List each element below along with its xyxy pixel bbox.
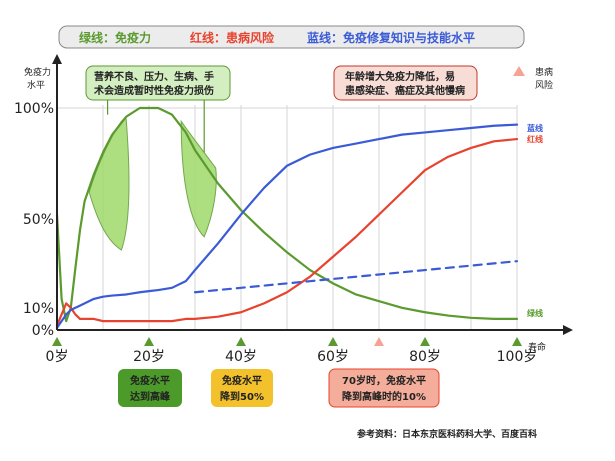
y-axis-title-line1: 免疫力 bbox=[24, 66, 51, 78]
legend-red: 红线：患病风险 bbox=[190, 30, 275, 45]
y-tick-label: 10% bbox=[23, 301, 54, 317]
left-note-box bbox=[85, 65, 231, 101]
axes bbox=[52, 54, 573, 335]
y-axis-title-line2: 水平 bbox=[27, 79, 45, 91]
x-tick-label: 100岁 bbox=[497, 349, 538, 365]
milestone-70-line2: 降到高峰时的10% bbox=[342, 390, 426, 403]
x-tick-marker bbox=[144, 337, 154, 346]
x-tick-marker bbox=[236, 337, 246, 346]
source-note: 参考资料：日本东京医科药科大学、百度百科 bbox=[357, 428, 537, 440]
legend-green: 绿线：免疫力 bbox=[79, 30, 151, 45]
y-tick-label: 50% bbox=[23, 212, 54, 228]
legend-box bbox=[58, 25, 525, 49]
x-axis-arrow bbox=[563, 325, 573, 335]
left-note-line2: 术会造成暂时性免疫力损伤 bbox=[93, 84, 214, 97]
right-note-line2: 患感染症、癌症及其他慢病 bbox=[345, 84, 465, 97]
x-tick-marker bbox=[420, 337, 430, 346]
milestone-70-box bbox=[328, 368, 440, 408]
milestone-70-line1: 70岁时，免疫水平 bbox=[342, 374, 426, 387]
risk-axis-marker bbox=[513, 66, 525, 76]
milestone-40-line2: 降到50% bbox=[220, 390, 264, 403]
y-tick-label: 100% bbox=[14, 101, 54, 117]
series-line-3 bbox=[193, 260, 519, 294]
temporary-damage-fills bbox=[88, 97, 217, 251]
x-tick-label: 80岁 bbox=[409, 349, 441, 365]
x-tick-label: 60岁 bbox=[317, 349, 349, 365]
milestone-peak-line1: 免疫水平 bbox=[130, 374, 170, 387]
ticks: 0% 10% 50% 100% 0岁 20岁 40岁 60岁 80岁 100岁 bbox=[14, 101, 537, 365]
x-marker-age70 bbox=[374, 337, 384, 346]
line-label-green: 绿线 bbox=[527, 308, 543, 318]
right-note-line1: 年龄增大免疫力降低，易 bbox=[345, 70, 455, 83]
fill-dip-late bbox=[180, 119, 217, 238]
x-tick-label: 20岁 bbox=[133, 349, 165, 365]
legend-blue: 蓝线：免疫修复知识与技能水平 bbox=[307, 30, 475, 45]
y-axis-arrow bbox=[52, 54, 62, 64]
x-tick-marker bbox=[52, 337, 62, 346]
x-axis-title: 寿命 bbox=[528, 341, 546, 353]
x-tick-label: 40岁 bbox=[225, 349, 257, 365]
left-note-line1: 营养不良、压力、生病、手 bbox=[94, 70, 214, 83]
milestone-40-box bbox=[211, 369, 273, 407]
series-lines bbox=[55, 106, 519, 329]
x-tick-label: 0岁 bbox=[46, 349, 69, 365]
y2-axis-title-line2: 风险 bbox=[535, 79, 553, 91]
series-line-2 bbox=[55, 123, 519, 329]
series-line-0 bbox=[55, 106, 519, 323]
series-line-1 bbox=[55, 137, 519, 327]
milestone-peak-line2: 达到高峰 bbox=[130, 390, 171, 403]
y-tick-label: 0% bbox=[32, 323, 54, 339]
right-note-box bbox=[333, 65, 478, 101]
milestone-40-line1: 免疫水平 bbox=[222, 374, 262, 387]
line-label-blue: 蓝线 bbox=[527, 123, 543, 133]
fill-dip-early bbox=[88, 115, 130, 251]
x-tick-marker bbox=[512, 337, 522, 346]
x-tick-marker bbox=[328, 337, 338, 346]
y2-axis-title-line1: 患病 bbox=[535, 66, 553, 78]
milestone-peak-box bbox=[118, 369, 182, 407]
line-label-red: 红线 bbox=[527, 134, 543, 144]
